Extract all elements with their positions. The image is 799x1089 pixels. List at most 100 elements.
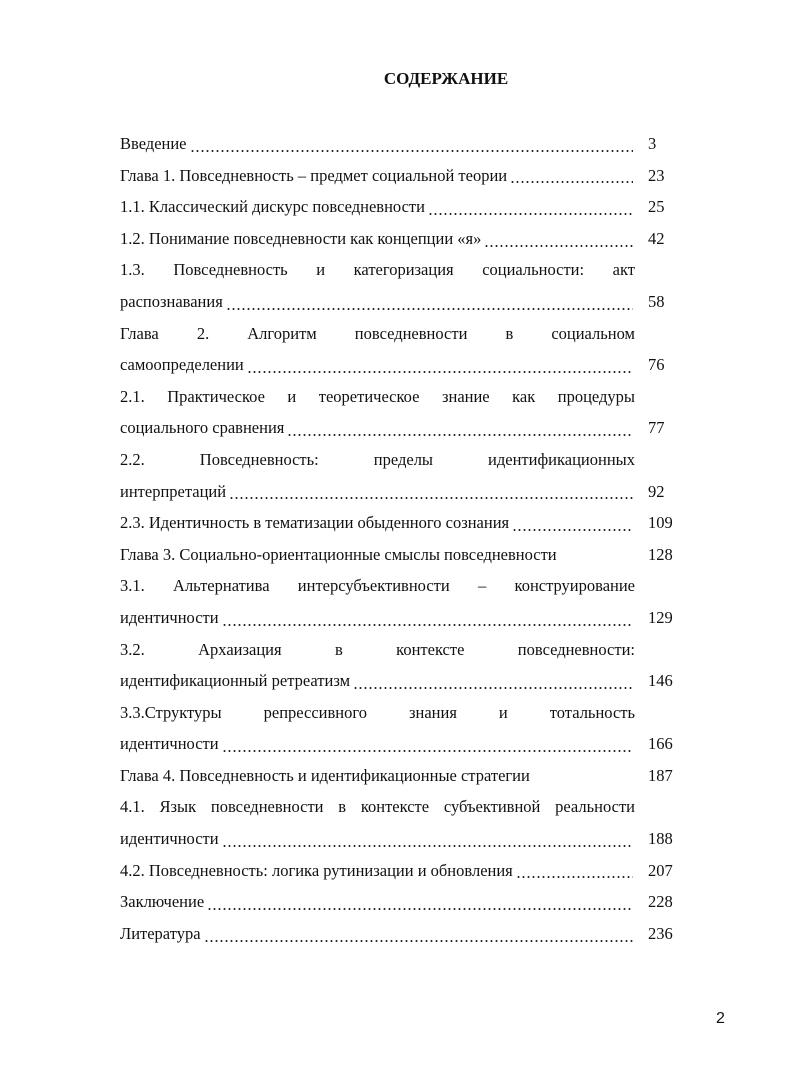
toc-line: Введение 3 xyxy=(120,128,680,160)
toc-line: идентичности 166 xyxy=(120,728,680,760)
entry-text: Введение xyxy=(120,134,187,153)
title: СОДЕРЖАНИЕ xyxy=(383,69,509,88)
toc-entry: 2.2. Повседневность: пределы идентификац… xyxy=(120,444,680,507)
toc-entry: 3.1. Альтернатива интерсубъективности – … xyxy=(120,570,680,633)
toc-line: 1.2. Понимание повседневности как концеп… xyxy=(120,223,680,255)
toc-entry: 2.3. Идентичность в тематизации обыденно… xyxy=(120,507,680,539)
entry-text: идентификационный ретреатизм xyxy=(120,671,351,691)
toc-line: 4.2. Повседневность: логика рутинизации … xyxy=(120,855,680,887)
entry-text: Глава 3. Социально-ориентационные смыслы… xyxy=(120,544,557,564)
page-ref: 109 xyxy=(648,513,673,533)
toc-entry: 1.1. Классический дискурс повседневности… xyxy=(120,191,680,223)
dot-leader xyxy=(515,869,633,880)
toc-entry: Литература 236 xyxy=(120,918,680,950)
toc-line: Глава 4. Повседневность и идентификацион… xyxy=(120,760,680,792)
dot-leader xyxy=(229,490,633,501)
dot-leader xyxy=(427,205,633,216)
page-ref: 166 xyxy=(648,734,673,754)
toc-entry: 1.3. Повседневность и категоризация соци… xyxy=(120,254,680,317)
dot-leader xyxy=(189,142,633,153)
toc-entry: 3.3.Структуры репрессивного знания и тот… xyxy=(120,697,680,760)
entry-text: самоопределении xyxy=(120,355,244,375)
entry-text: 2.3. Идентичность в тематизации обыденно… xyxy=(120,513,510,533)
toc-line: распознавания 58 xyxy=(120,286,680,318)
page-ref: 228 xyxy=(648,892,673,912)
toc-entry: Введение 3 xyxy=(120,128,680,160)
entry-text: 4.2. Повседневность: логика рутинизации … xyxy=(120,860,513,880)
entry-text: 3.3.Структуры репрессивного знания и тот… xyxy=(120,702,635,722)
toc-line: Глава 1. Повседневность – предмет социал… xyxy=(120,160,680,192)
dot-leader xyxy=(207,901,633,912)
entry-text: 1.2. Понимание повседневности как концеп… xyxy=(120,228,482,248)
toc-entry: Заключение 228 xyxy=(120,886,680,918)
toc-line: Глава 2. Алгоритм повседневности в социа… xyxy=(120,318,680,350)
dot-leader xyxy=(221,616,633,627)
toc-line: интерпретаций 92 xyxy=(120,476,680,508)
entry-text: идентичности xyxy=(120,734,219,754)
entry-text: Глава 2. Алгоритм повседневности в социа… xyxy=(120,323,635,343)
dot-leader xyxy=(353,679,633,690)
entry-text: 3.1. Альтернатива интерсубъективности – … xyxy=(120,576,635,596)
entry-text: 2.2. Повседневность: пределы идентификац… xyxy=(120,449,635,469)
entry-text: 2.1. Практическое и теоретическое знание… xyxy=(120,386,635,406)
dot-leader xyxy=(203,932,633,943)
toc-entry: Глава 3. Социально-ориентационные смыслы… xyxy=(120,539,680,571)
entry-text: распознавания xyxy=(120,291,223,311)
toc-entry: 4.2. Повседневность: логика рутинизации … xyxy=(120,855,680,887)
entry-text: идентичности xyxy=(120,607,219,627)
toc-line: 3.3.Структуры репрессивного знания и тот… xyxy=(120,697,680,729)
page-ref: 77 xyxy=(648,418,665,438)
toc-entry: Глава 2. Алгоритм повседневности в социа… xyxy=(120,318,680,381)
toc-line: 1.1. Классический дискурс повседневности… xyxy=(120,191,680,223)
page-ref: 236 xyxy=(648,923,673,943)
toc-entry: Глава 4. Повседневность и идентификацион… xyxy=(120,760,680,792)
entry-text: Литература xyxy=(120,923,201,943)
page-ref: 128 xyxy=(648,544,673,564)
toc-line: 1.3. Повседневность и категоризация соци… xyxy=(120,254,680,286)
toc-line: идентичности 188 xyxy=(120,823,680,855)
dot-leader xyxy=(287,427,633,438)
entry-text: Глава 1. Повседневность – предмет социал… xyxy=(120,165,508,185)
toc-line: идентичности 129 xyxy=(120,602,680,634)
dot-leader xyxy=(221,743,633,754)
page-ref: 187 xyxy=(648,765,673,785)
entry-text: 3.2. Архаизация в контексте повседневнос… xyxy=(120,639,635,659)
page-ref: 23 xyxy=(648,165,665,185)
page-ref: 207 xyxy=(648,860,673,880)
toc-line: 2.2. Повседневность: пределы идентификац… xyxy=(120,444,680,476)
toc-line: идентификационный ретреатизм 146 xyxy=(120,665,680,697)
toc-line: Заключение 228 xyxy=(120,886,680,918)
entry-text: социального сравнения xyxy=(120,418,285,438)
toc-line: самоопределении 76 xyxy=(120,349,680,381)
page-ref: 129 xyxy=(648,607,673,627)
dot-leader xyxy=(225,300,633,311)
entry-text: 1.3. Повседневность и категоризация соци… xyxy=(120,260,635,280)
dot-leader xyxy=(246,363,633,374)
page-ref: 25 xyxy=(648,197,665,217)
page-ref: 92 xyxy=(648,481,665,501)
entry-text: 1.1. Классический дискурс повседневности xyxy=(120,197,425,217)
dot-leader xyxy=(510,174,633,185)
toc-line: Литература 236 xyxy=(120,918,680,950)
entry-text: Заключение xyxy=(120,892,205,912)
page-ref: 3 xyxy=(648,134,657,153)
toc-line: 2.3. Идентичность в тематизации обыденно… xyxy=(120,507,680,539)
toc-line: социального сравнения 77 xyxy=(120,412,680,444)
entry-text: интерпретаций xyxy=(120,481,227,501)
page-ref: 188 xyxy=(648,829,673,849)
toc-line: 4.1. Язык повседневности в контексте суб… xyxy=(120,791,680,823)
toc-line: 2.1. Практическое и теоретическое знание… xyxy=(120,381,680,413)
table-of-contents: Введение 3 Глава 1. Повседневность – предм… xyxy=(120,128,680,949)
page-ref: 146 xyxy=(648,671,673,691)
toc-line: 3.1. Альтернатива интерсубъективности – … xyxy=(120,570,680,602)
toc-entry: 4.1. Язык повседневности в контексте суб… xyxy=(120,791,680,854)
dot-leader xyxy=(512,521,633,532)
page-number: 2 xyxy=(716,1010,725,1027)
entry-text: идентичности xyxy=(120,829,219,849)
dot-leader xyxy=(221,837,633,848)
dot-leader xyxy=(484,237,633,248)
entry-text: 4.1. Язык повседневности в контексте суб… xyxy=(120,797,635,817)
page-ref: 58 xyxy=(648,291,665,311)
toc-entry: 1.2. Понимание повседневности как концеп… xyxy=(120,223,680,255)
